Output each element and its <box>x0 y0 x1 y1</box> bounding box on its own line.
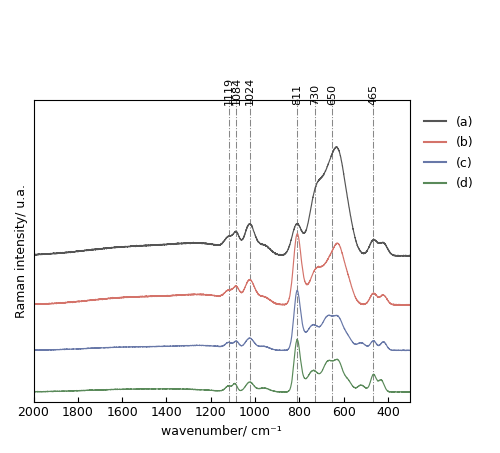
Text: 465: 465 <box>368 84 378 105</box>
Text: 811: 811 <box>292 84 302 105</box>
Text: 1024: 1024 <box>244 77 254 105</box>
Legend: (a), (b), (c), (d): (a), (b), (c), (d) <box>420 112 478 194</box>
Text: 650: 650 <box>328 84 338 105</box>
Text: 1119: 1119 <box>224 77 234 105</box>
Text: 1084: 1084 <box>232 77 241 105</box>
Y-axis label: Raman intensity/ u.a.: Raman intensity/ u.a. <box>15 183 28 318</box>
Text: 730: 730 <box>310 84 320 105</box>
X-axis label: wavenumber/ cm⁻¹: wavenumber/ cm⁻¹ <box>162 425 282 438</box>
